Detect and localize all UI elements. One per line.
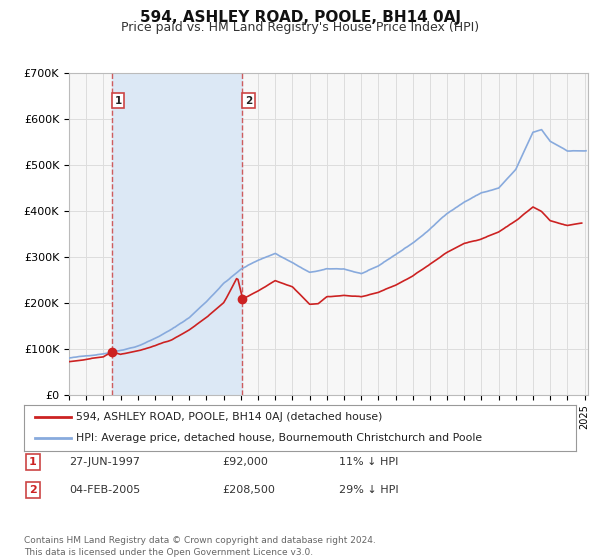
Text: 2: 2 bbox=[245, 96, 252, 106]
Text: 11% ↓ HPI: 11% ↓ HPI bbox=[339, 457, 398, 467]
Text: 1: 1 bbox=[115, 96, 122, 106]
Text: £92,000: £92,000 bbox=[222, 457, 268, 467]
Text: 594, ASHLEY ROAD, POOLE, BH14 0AJ: 594, ASHLEY ROAD, POOLE, BH14 0AJ bbox=[139, 10, 461, 25]
Text: £208,500: £208,500 bbox=[222, 485, 275, 495]
Text: Contains HM Land Registry data © Crown copyright and database right 2024.
This d: Contains HM Land Registry data © Crown c… bbox=[24, 536, 376, 557]
Text: Price paid vs. HM Land Registry's House Price Index (HPI): Price paid vs. HM Land Registry's House … bbox=[121, 21, 479, 34]
Text: 594, ASHLEY ROAD, POOLE, BH14 0AJ (detached house): 594, ASHLEY ROAD, POOLE, BH14 0AJ (detac… bbox=[76, 412, 383, 422]
Text: HPI: Average price, detached house, Bournemouth Christchurch and Poole: HPI: Average price, detached house, Bour… bbox=[76, 433, 482, 444]
Text: 29% ↓ HPI: 29% ↓ HPI bbox=[339, 485, 398, 495]
Text: 2: 2 bbox=[29, 485, 37, 495]
Text: 04-FEB-2005: 04-FEB-2005 bbox=[69, 485, 140, 495]
Text: 27-JUN-1997: 27-JUN-1997 bbox=[69, 457, 140, 467]
Text: 1: 1 bbox=[29, 457, 37, 467]
Bar bbox=[112, 73, 242, 395]
